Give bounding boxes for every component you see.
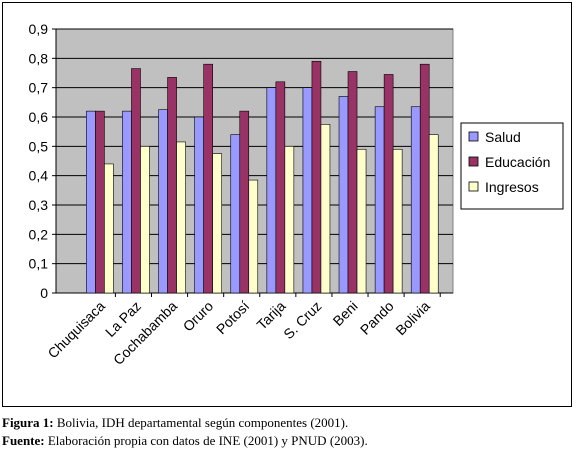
bar-salud (122, 110, 132, 294)
figure-frame: 0 0,1 0,2 0,3 0,4 0,5 0,6 0,7 0,8 0,9 Chuquisaca La… (2, 2, 572, 407)
figure-label: Figura 1: (2, 415, 54, 430)
bar-educación (419, 63, 430, 294)
bar-chart: 00,10,20,30,40,50,60,70,80,9ChuquisacaLa… (29, 21, 564, 368)
bar-salud (194, 116, 204, 294)
x-category-label: Bolivia (392, 298, 433, 339)
legend-swatch-salud (468, 131, 479, 142)
bar-salud (302, 87, 313, 294)
bar-educación (275, 81, 286, 294)
bar-ingresos (176, 141, 186, 294)
legend-swatch-educación (468, 156, 479, 167)
bar-salud (230, 134, 241, 294)
bar-ingresos (428, 134, 439, 294)
bar-educación (311, 60, 322, 294)
y-tick-label: 0,1 (29, 256, 49, 272)
x-category-label: Beni (330, 298, 361, 329)
source-text: Elaboración propia con datos de INE (200… (44, 433, 368, 448)
legend-label-ingresos: Ingresos (485, 179, 539, 195)
figure-caption: Figura 1: Bolivia, IDH departamental seg… (2, 414, 574, 450)
bar-ingresos (104, 163, 114, 294)
bar-ingresos (140, 146, 150, 294)
legend-swatch-ingresos (468, 181, 479, 192)
legend-label-salud: Salud (485, 129, 521, 145)
bar-salud (338, 96, 349, 294)
bar-salud (86, 110, 96, 294)
x-category-label: S. Cruz (280, 298, 324, 342)
source-label: Fuente: (2, 433, 45, 448)
y-tick-label: 0,5 (29, 138, 49, 154)
y-tick-label: 0,2 (29, 226, 49, 242)
bar-educación (167, 77, 177, 294)
bar-salud (158, 109, 168, 294)
legend-label-educación: Educación (485, 154, 550, 170)
bar-ingresos (392, 148, 403, 294)
bar-educación (239, 110, 250, 294)
bar-salud (410, 106, 421, 294)
y-tick-label: 0,3 (29, 197, 49, 213)
x-category-label: Oruro (180, 298, 217, 335)
bar-ingresos (356, 148, 367, 294)
caption-source-line: Fuente: Elaboración propia con datos de … (2, 432, 574, 450)
bar-salud (374, 106, 385, 294)
y-tick-label: 0,6 (29, 109, 49, 125)
x-category-label: Cochabamba (110, 298, 180, 368)
y-tick-label: 0,8 (29, 50, 49, 66)
x-category-label: Chuquisaca (44, 298, 108, 362)
x-category-label: Pando (357, 298, 397, 338)
y-tick-label: 0,4 (29, 168, 49, 184)
bar-educación (203, 63, 213, 294)
bar-educación (383, 74, 394, 294)
bar-educación (347, 71, 358, 294)
x-category-label: Potosí (213, 298, 252, 337)
bar-ingresos (212, 153, 222, 294)
y-tick-label: 0 (40, 285, 48, 301)
bar-ingresos (284, 146, 295, 294)
y-tick-label: 0,9 (29, 21, 49, 37)
y-tick-label: 0,7 (29, 80, 49, 96)
figure-text: Bolivia, IDH departamental según compone… (53, 415, 349, 430)
bar-ingresos (248, 179, 259, 294)
bar-ingresos (320, 124, 331, 294)
bar-educación (95, 110, 105, 294)
caption-figure-line: Figura 1: Bolivia, IDH departamental seg… (2, 414, 574, 432)
bar-educación (131, 68, 141, 294)
bar-salud (266, 87, 277, 294)
